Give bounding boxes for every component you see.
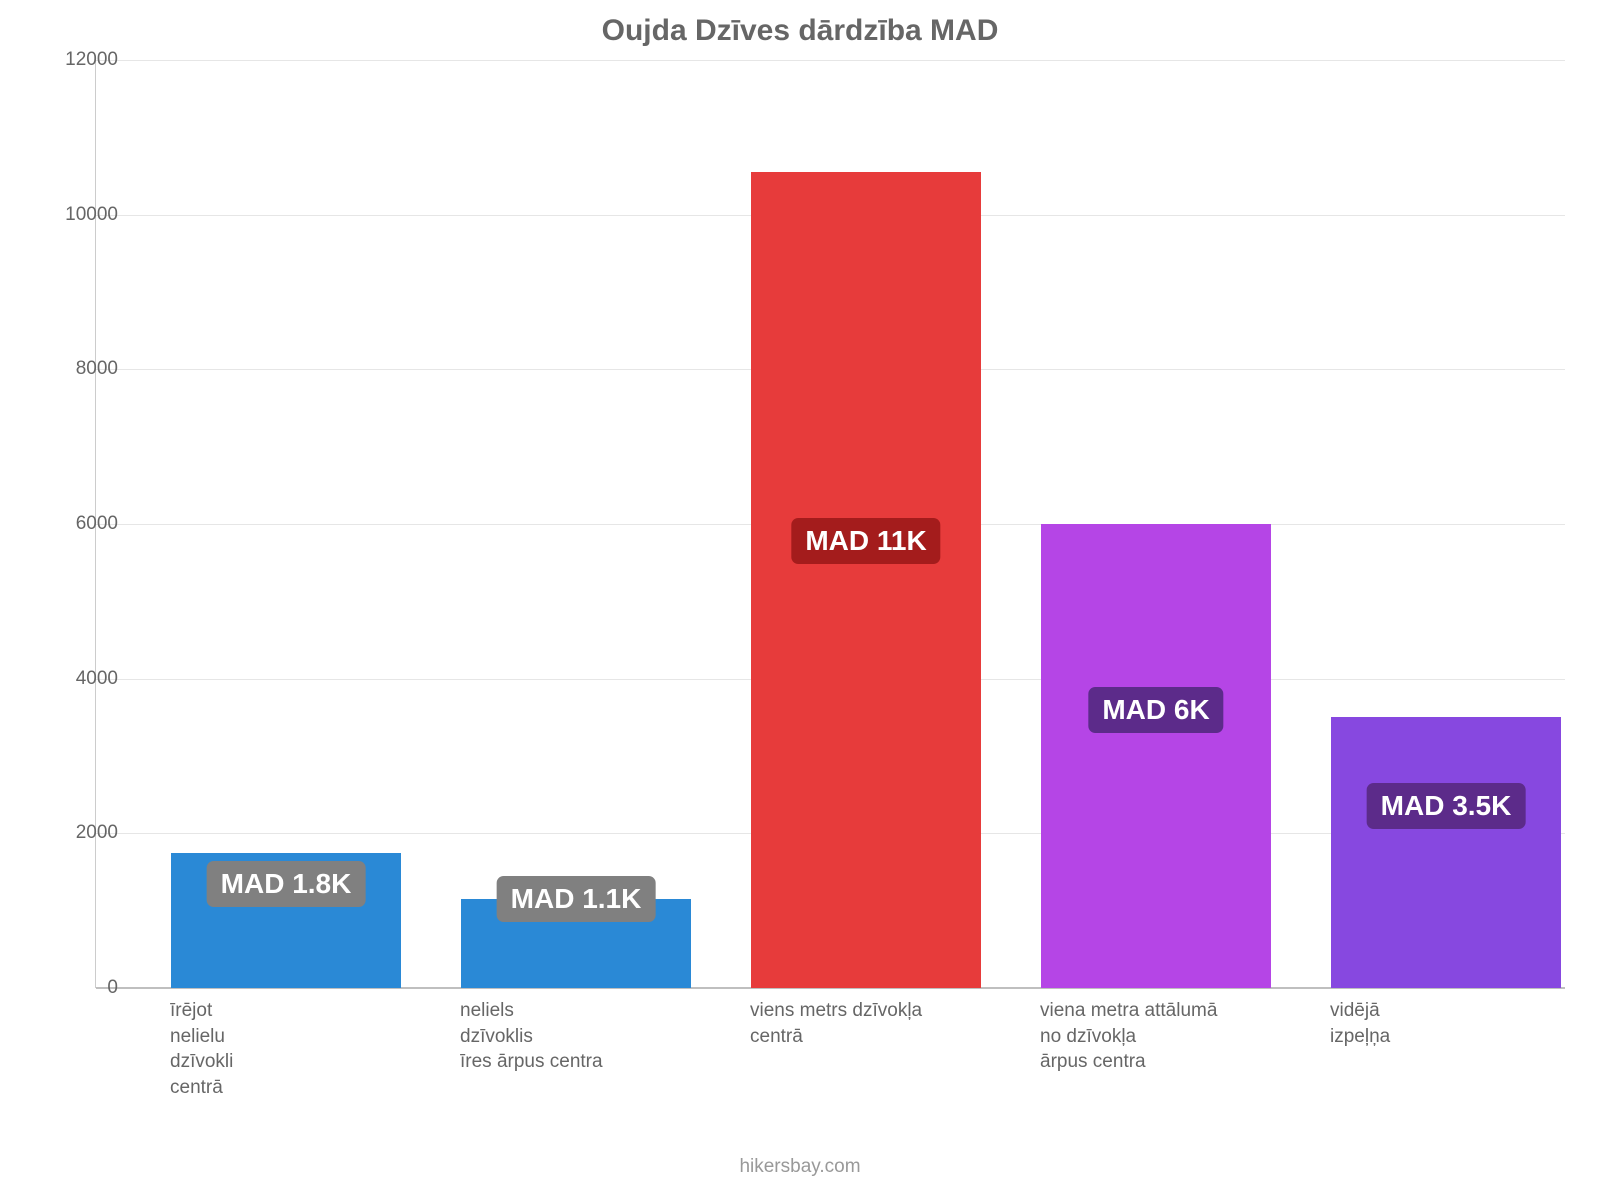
y-tick-label: 10000 bbox=[38, 204, 118, 226]
y-tick-label: 12000 bbox=[38, 49, 118, 71]
x-label-avg-salary: vidējā izpeļņa bbox=[1330, 998, 1390, 1049]
bar-value-label-sqm-center: MAD 11K bbox=[791, 518, 940, 564]
gridline bbox=[96, 60, 1565, 61]
y-tick-label: 6000 bbox=[38, 513, 118, 535]
bar-value-label-sqm-outside: MAD 6K bbox=[1088, 687, 1223, 733]
chart-container: Oujda Dzīves dārdzība MAD MAD 1.8KMAD 1.… bbox=[0, 0, 1600, 1200]
y-tick-label: 8000 bbox=[38, 358, 118, 380]
y-tick-label: 0 bbox=[38, 977, 118, 999]
bar-avg-salary bbox=[1331, 717, 1561, 988]
x-label-sqm-outside: viena metra attālumā no dzīvokļa ārpus c… bbox=[1040, 998, 1217, 1075]
y-tick-label: 4000 bbox=[38, 668, 118, 690]
chart-title: Oujda Dzīves dārdzība MAD bbox=[0, 14, 1600, 48]
bar-value-label-rent-center: MAD 1.8K bbox=[207, 861, 366, 907]
attribution-text: hikersbay.com bbox=[0, 1156, 1600, 1178]
x-label-sqm-center: viens metrs dzīvokļa centrā bbox=[750, 998, 922, 1049]
bar-sqm-outside bbox=[1041, 524, 1271, 988]
x-label-rent-outside: neliels dzīvoklis īres ārpus centra bbox=[460, 998, 603, 1075]
bar-sqm-center bbox=[751, 172, 981, 988]
plot-area: MAD 1.8K MAD 1.1K MAD 11K MAD 6K MAD 3.5K bbox=[95, 60, 1565, 988]
y-tick-label: 2000 bbox=[38, 822, 118, 844]
x-label-rent-center: īrējot nelielu dzīvokli centrā bbox=[170, 998, 233, 1101]
bar-value-label-rent-outside: MAD 1.1K bbox=[497, 876, 656, 922]
bar-value-label-avg-salary: MAD 3.5K bbox=[1367, 783, 1526, 829]
